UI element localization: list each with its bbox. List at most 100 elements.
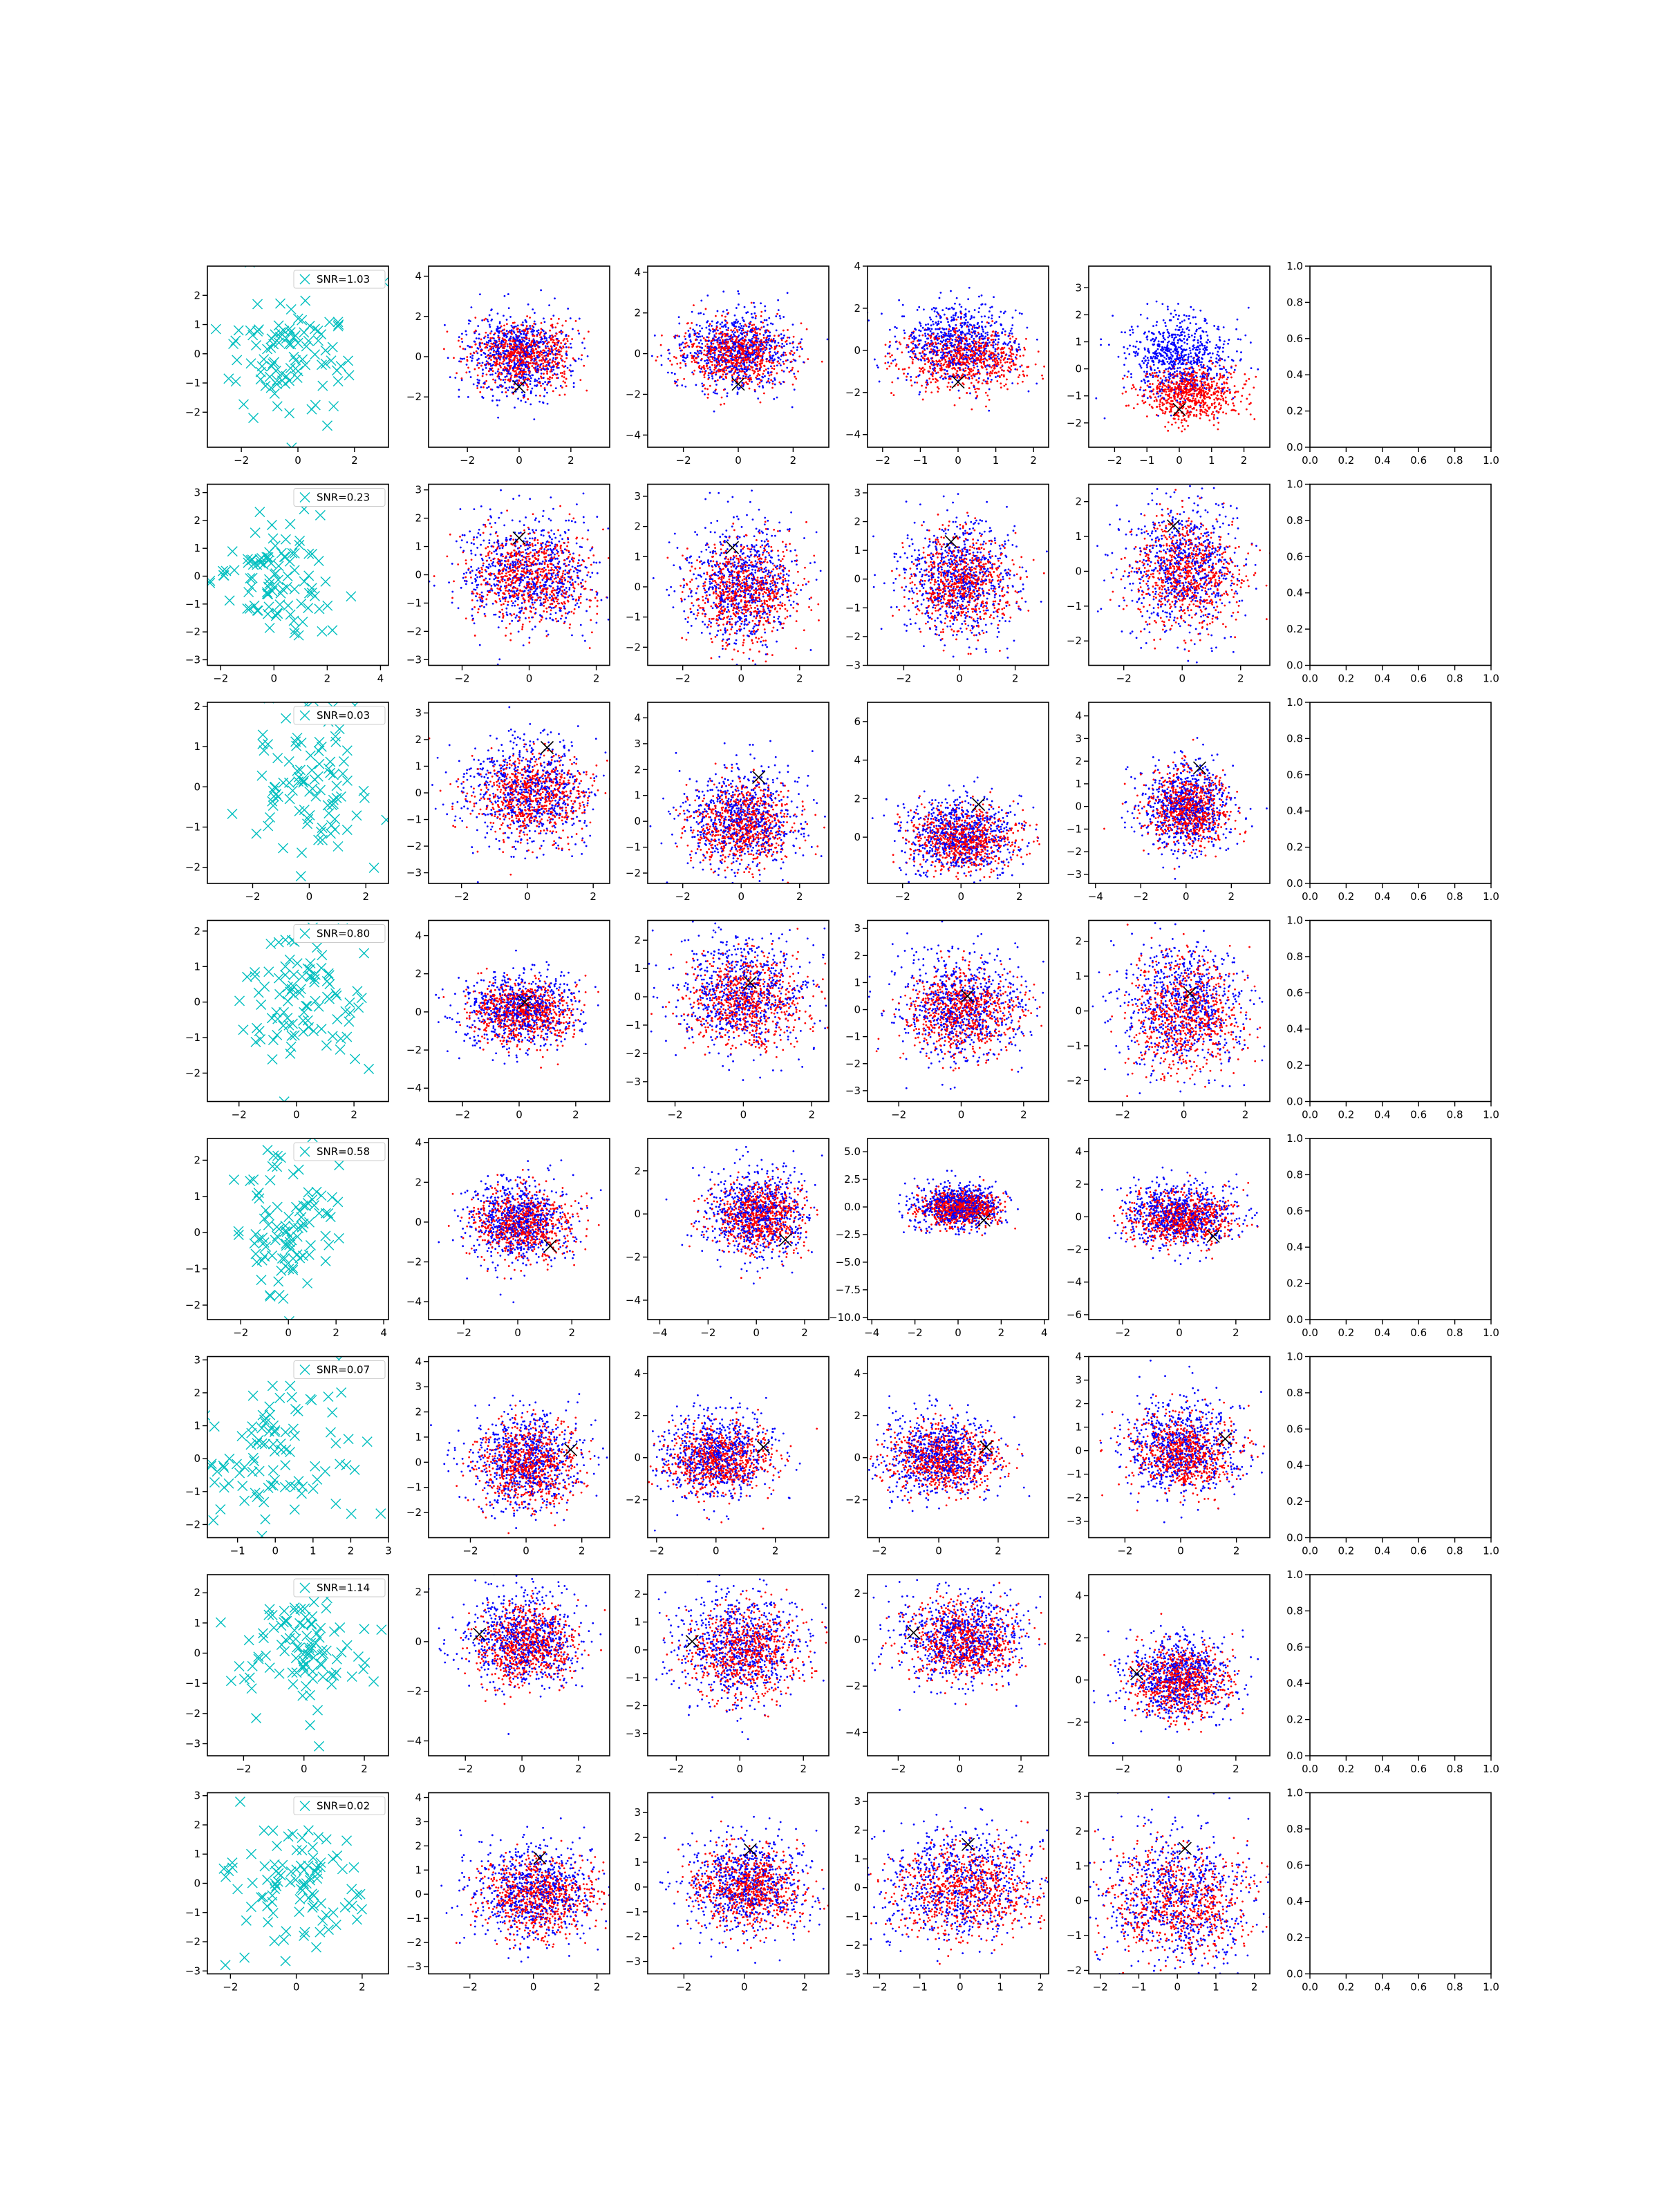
sample-marker [300,295,311,306]
point-class-a [994,348,997,350]
point-class-a [995,321,997,323]
point-class-b [892,394,895,397]
point-class-a [719,350,722,353]
point-class-a [489,364,492,367]
point-class-a [1007,335,1010,337]
point-class-b [1201,389,1203,392]
point-class-a [747,355,749,358]
point-class-b [948,340,951,343]
point-class-a [1226,371,1228,373]
point-class-a [525,343,527,346]
point-class-a [497,416,500,419]
point-class-a [939,331,942,333]
point-class-a [980,315,983,318]
point-class-a [465,333,468,336]
point-class-a [754,357,757,360]
point-class-a [958,375,961,378]
point-class-b [910,341,913,344]
point-class-b [526,315,529,317]
point-class-b [571,338,574,340]
point-class-a [723,341,725,344]
point-class-a [458,388,460,391]
point-class-a [1152,352,1154,355]
point-class-a [707,350,710,353]
point-class-a [966,340,968,343]
point-class-a [507,370,510,373]
point-class-b [948,361,950,364]
point-class-a [788,336,791,339]
point-class-a [1004,343,1007,345]
point-class-a [481,368,484,371]
point-class-a [960,337,962,339]
point-class-b [971,326,974,328]
point-class-a [932,323,935,326]
axes-frame [428,265,610,448]
sample-marker [306,404,317,415]
point-class-a [749,339,752,341]
point-class-a [965,319,967,321]
point-class-b [937,349,939,352]
point-class-a [780,382,782,385]
point-class-a [992,344,995,347]
point-class-a [1201,330,1204,332]
point-class-a [719,365,722,367]
point-class-b [549,329,552,332]
point-class-b [1189,385,1192,387]
point-class-a [500,341,503,344]
point-class-a [791,353,794,356]
point-class-b [453,357,455,359]
point-class-b [1003,357,1006,360]
point-class-a [510,348,513,350]
point-class-a [1170,348,1172,350]
point-class-a [737,290,740,292]
point-class-b [740,346,742,348]
point-class-b [944,376,946,379]
point-class-b [500,366,502,368]
point-class-a [800,348,803,350]
point-class-a [1112,315,1114,317]
point-class-a [767,335,769,337]
point-class-b [753,372,755,375]
point-class-a [959,331,962,333]
point-class-b [751,348,753,350]
point-class-a [688,333,691,336]
point-class-a [903,329,906,332]
point-class-a [733,342,736,344]
point-class-b [587,330,590,333]
point-class-b [713,351,716,354]
point-class-b [723,348,726,350]
point-class-b [1144,388,1147,391]
point-class-a [722,290,725,293]
point-class-b [750,378,753,381]
point-class-a [930,339,932,342]
point-class-b [890,392,892,394]
point-class-b [711,360,713,363]
point-class-b [477,362,480,364]
point-class-a [469,320,471,323]
point-class-a [1155,371,1158,374]
point-class-a [907,373,909,375]
point-class-a [987,316,990,319]
point-class-b [498,373,500,375]
point-class-a [1187,361,1190,364]
point-class-b [742,342,744,345]
y-tick-label: 1 [194,319,200,331]
point-class-a [742,384,745,386]
point-class-b [531,347,534,350]
point-class-a [534,380,536,382]
point-class-b [910,384,913,387]
point-class-a [915,357,918,359]
point-class-a [973,330,975,332]
point-class-b [970,371,972,373]
point-class-a [777,299,780,301]
point-class-b [474,343,477,346]
point-class-b [543,355,545,357]
point-class-a [483,337,485,339]
point-class-b [937,371,939,374]
point-class-a [931,320,934,323]
point-class-b [442,348,445,350]
point-class-a [1183,337,1185,340]
point-class-a [1215,347,1217,349]
point-class-b [476,374,479,377]
point-class-b [715,332,718,335]
